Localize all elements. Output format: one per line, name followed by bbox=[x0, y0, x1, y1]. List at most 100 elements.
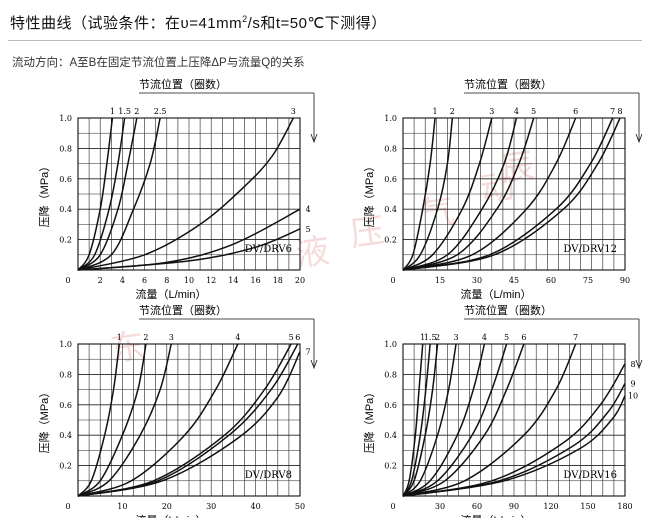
y-tick-label: 0.2 bbox=[59, 236, 72, 245]
arrow-head bbox=[635, 359, 643, 370]
x-axis-label: 流量（L/min） bbox=[136, 287, 207, 301]
series-line bbox=[77, 117, 126, 271]
y-tick-label: 0.8 bbox=[384, 144, 397, 153]
series-line bbox=[402, 343, 424, 497]
x-tick-label: 0 bbox=[65, 276, 70, 285]
y-tick-label: 1.0 bbox=[384, 114, 397, 123]
x-tick-label: 30 bbox=[435, 502, 445, 511]
x-tick-label: 30 bbox=[206, 502, 216, 511]
series-label: 5 bbox=[289, 333, 294, 342]
x-tick-label: 90 bbox=[509, 502, 519, 511]
model-label: DV/DRV12 bbox=[563, 244, 617, 255]
series-line bbox=[402, 117, 454, 271]
series-label: 2 bbox=[435, 333, 440, 342]
series-line bbox=[77, 351, 301, 497]
x-tick-label: 4 bbox=[120, 276, 125, 285]
grid bbox=[403, 118, 625, 270]
series-label: 2 bbox=[134, 107, 139, 116]
plot-frame bbox=[402, 343, 626, 497]
series-line bbox=[77, 343, 121, 497]
series-label: 5 bbox=[531, 107, 536, 116]
series-line bbox=[77, 343, 172, 497]
series-line bbox=[402, 117, 577, 271]
y-axis-label: 压降（MPa） bbox=[362, 387, 376, 454]
y-tick-label: 0.6 bbox=[59, 401, 72, 410]
model-label: DV/DRV6 bbox=[245, 244, 292, 255]
series-line bbox=[77, 343, 147, 497]
divider bbox=[8, 40, 642, 41]
series-line bbox=[402, 117, 621, 271]
series-line bbox=[77, 343, 239, 497]
series-line bbox=[402, 343, 525, 497]
x-tick-label: 120 bbox=[543, 502, 558, 511]
grid bbox=[78, 118, 300, 270]
series-label: 4 bbox=[305, 205, 310, 214]
y-tick-label: 0.6 bbox=[384, 175, 397, 184]
series-line bbox=[402, 343, 439, 497]
x-tick-label: 60 bbox=[472, 502, 482, 511]
chart-header: 节流位置（圈数） bbox=[464, 303, 552, 317]
x-tick-label: 75 bbox=[583, 276, 593, 285]
x-tick-label: 10 bbox=[117, 502, 127, 511]
y-tick-label: 0.2 bbox=[59, 462, 72, 471]
subtitle: 流动方向：A至B在固定节流位置上压降ΔP与流量Q的关系 bbox=[12, 57, 305, 69]
series-label: 6 bbox=[521, 333, 526, 342]
chart-header: 节流位置（圈数） bbox=[139, 77, 227, 91]
y-tick-label: 0.8 bbox=[59, 370, 72, 379]
y-tick-label: 0.4 bbox=[59, 205, 72, 214]
series-label: 2.5 bbox=[154, 107, 167, 116]
series-label: 4 bbox=[514, 107, 519, 116]
x-tick-label: 18 bbox=[273, 276, 283, 285]
x-tick-label: 10 bbox=[184, 276, 194, 285]
x-tick-label: 15 bbox=[435, 276, 445, 285]
series-line bbox=[402, 395, 626, 497]
model-label: DV/DRV16 bbox=[563, 470, 617, 481]
header: 特性曲线（试验条件：在υ=41mm2/s和t=50℃下测得） bbox=[0, 0, 650, 40]
series-label: 5 bbox=[305, 225, 310, 234]
chart-header: 节流位置（圈数） bbox=[139, 303, 227, 317]
x-tick-label: 40 bbox=[251, 502, 261, 511]
plot-frame bbox=[402, 117, 626, 271]
series-label: 1.5 bbox=[118, 107, 131, 116]
x-tick-label: 180 bbox=[617, 502, 632, 511]
x-tick-label: 45 bbox=[509, 276, 519, 285]
series-label: 7 bbox=[573, 333, 578, 342]
series-label: 6 bbox=[573, 107, 578, 116]
series-line bbox=[402, 117, 436, 271]
chart-dv-drv16: 节流位置（圈数） 0.2 0.4 0.6 0.8 1.0 0 30 60 90 120 150 180 流… bbox=[362, 303, 643, 518]
x-tick-label: 0 bbox=[390, 502, 395, 511]
series-line bbox=[402, 117, 493, 271]
chart-dv-drv12: 节流位置（圈数）0.20.40.60.81.00 15 30 45 60 75 90流量（L… bbox=[362, 77, 643, 301]
series-line bbox=[77, 228, 301, 271]
plot-frame bbox=[77, 117, 301, 271]
series-label: 3 bbox=[453, 333, 458, 342]
x-tick-label: 0 bbox=[65, 502, 70, 511]
x-tick-label: 90 bbox=[620, 276, 630, 285]
series-label: 2 bbox=[143, 333, 148, 342]
y-axis-label: 压降（MPa） bbox=[37, 161, 51, 228]
x-tick-label: 0 bbox=[390, 276, 395, 285]
chart-dv-drv6: 节流位置（圈数）0.20.40.60.81.00 2 4 6 8 10 12 14 16 18 20… bbox=[37, 77, 318, 301]
series-label: 3 bbox=[291, 107, 296, 116]
arrow-head bbox=[310, 133, 318, 144]
series-label: 6 bbox=[295, 333, 300, 342]
y-tick-label: 1.0 bbox=[59, 340, 72, 349]
series-label: 7 bbox=[305, 348, 310, 357]
x-tick-label: 8 bbox=[164, 276, 169, 285]
series-label: 1 bbox=[433, 107, 438, 116]
x-axis-label: 流量（L/min） bbox=[461, 287, 532, 301]
series-line bbox=[402, 343, 457, 497]
y-tick-label: 1.0 bbox=[59, 114, 72, 123]
x-tick-label: 20 bbox=[162, 502, 172, 511]
series-line bbox=[402, 117, 518, 271]
series-label: 8 bbox=[630, 360, 635, 369]
y-tick-label: 0.6 bbox=[384, 401, 397, 410]
y-tick-label: 0.2 bbox=[384, 236, 397, 245]
y-tick-label: 0.2 bbox=[384, 462, 397, 471]
series-label: 7 bbox=[610, 107, 615, 116]
y-tick-label: 0.4 bbox=[59, 431, 72, 440]
y-tick-label: 0.6 bbox=[59, 175, 72, 184]
series-label: 1 bbox=[117, 333, 122, 342]
series-line bbox=[402, 343, 431, 497]
y-tick-label: 0.8 bbox=[59, 144, 72, 153]
